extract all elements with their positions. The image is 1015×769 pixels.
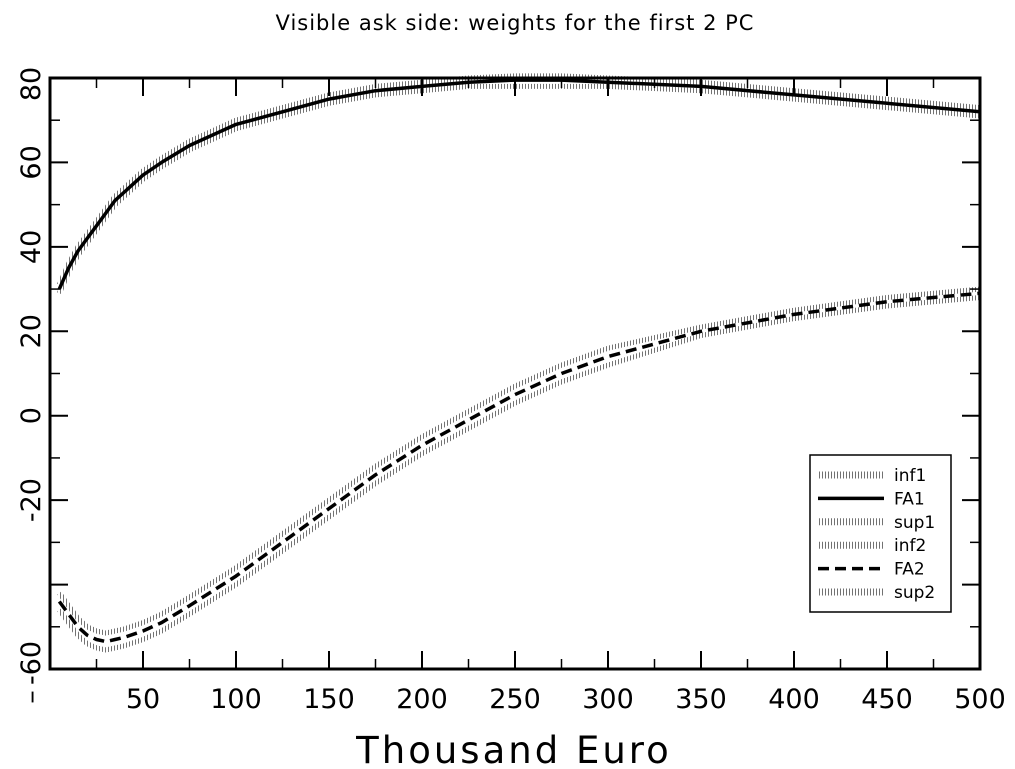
x-tick-label: 250 bbox=[489, 684, 541, 715]
y-tick-label: 60 bbox=[16, 145, 47, 179]
y-tick-label: -60 bbox=[16, 641, 47, 685]
legend: inf1 FA1 sup1 inf2 FA2 sup2 bbox=[809, 454, 952, 613]
series-inf1 bbox=[57, 83, 981, 295]
series-sup2 bbox=[57, 286, 981, 636]
legend-label-FA2: FA2 bbox=[894, 560, 925, 580]
legend-label-inf1: inf1 bbox=[894, 466, 926, 486]
y-tick-minus-sign: – bbox=[16, 690, 47, 704]
legend-label-FA1: FA1 bbox=[894, 489, 925, 509]
x-tick-label: 300 bbox=[582, 684, 634, 715]
x-tick-label: 350 bbox=[675, 684, 727, 715]
y-tick-label: 0 bbox=[16, 407, 47, 424]
y-tick-label: 80 bbox=[16, 67, 47, 101]
x-axis-label: Thousand Euro bbox=[355, 729, 672, 769]
legend-label-sup1: sup1 bbox=[894, 513, 935, 533]
series-FA1 bbox=[57, 78, 981, 290]
series-inf2 bbox=[57, 295, 981, 653]
x-tick-label: 400 bbox=[768, 684, 820, 715]
legend-label-inf2: inf2 bbox=[894, 536, 926, 556]
legend-box bbox=[809, 454, 952, 613]
x-tick-label: 500 bbox=[954, 684, 1006, 715]
series-FA2 bbox=[57, 291, 981, 644]
x-tick-label: 150 bbox=[303, 684, 355, 715]
x-tick-label: 100 bbox=[210, 684, 262, 715]
series-sup1 bbox=[57, 73, 981, 286]
series-layer bbox=[57, 73, 981, 653]
x-tick-label: 50 bbox=[126, 684, 160, 715]
y-tick-label: 20 bbox=[16, 314, 47, 348]
chart-title: Visible ask side: weights for the first … bbox=[276, 11, 755, 35]
legend-label-sup2: sup2 bbox=[894, 583, 935, 603]
y-axis: -60 -20 0 20 40 60 80 bbox=[16, 67, 980, 685]
x-axis: 50 100 150 200 250 300 350 400 450 500 bbox=[95, 78, 1006, 715]
y-tick-label: -20 bbox=[16, 478, 47, 522]
y-tick-label: 40 bbox=[16, 230, 47, 264]
x-tick-label: 450 bbox=[861, 684, 913, 715]
x-tick-label: 200 bbox=[396, 684, 448, 715]
